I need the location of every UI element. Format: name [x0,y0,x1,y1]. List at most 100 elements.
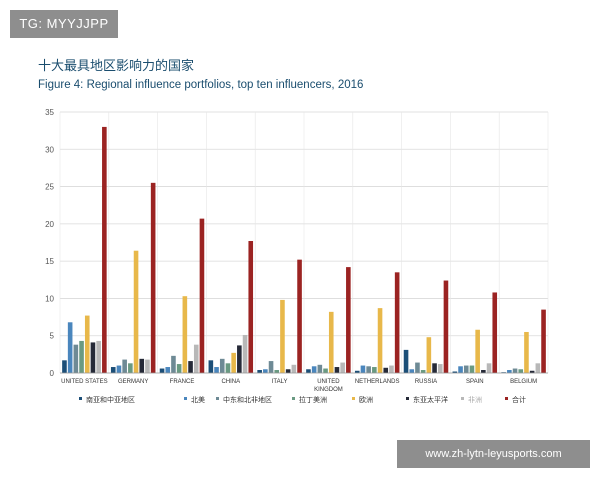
bar [285,369,291,373]
legend-swatch [216,397,219,400]
bar [463,365,469,373]
bar [188,361,193,373]
bar [426,337,432,373]
bar [432,363,437,373]
bar [409,369,415,373]
bar [231,352,236,373]
x-tick-label: CHINA [221,379,240,385]
bar [389,365,394,373]
x-tick-label: BELGIUM [510,379,537,385]
bar [242,334,248,373]
x-tick-label: GERMANY [118,379,148,385]
bar [317,364,323,373]
bar [452,371,458,373]
legend-label: 欧洲 [359,395,373,404]
bar [208,360,214,373]
legend-swatch [79,397,82,400]
bar [377,308,383,373]
bar [415,362,420,373]
bar [437,364,443,373]
legend-label: 东亚太平洋 [413,395,448,404]
website-watermark: www.zh-lytn-leyusports.com [397,440,590,468]
bar [524,331,529,373]
legend-label: 拉丁美洲 [299,395,327,404]
bar [394,272,400,373]
x-tick-label: UNITED [317,379,340,385]
x-tick-label: FRANCE [170,379,195,385]
bar [199,218,205,373]
bar [297,259,302,373]
bar [84,315,90,373]
legend-label: 中东和北非地区 [223,395,272,404]
bar [73,344,79,373]
y-tick-label: 0 [50,369,55,378]
bar [139,358,145,373]
legend-label: 合计 [512,395,526,404]
bar [529,370,535,373]
bar [145,359,150,373]
bar [354,370,360,373]
bar [225,363,231,373]
bar [383,367,389,373]
channel-tag-badge: TG: MYYJJPP [10,10,118,38]
bar [110,367,116,373]
bar [237,345,242,373]
bar [507,370,512,373]
bar [541,309,546,373]
bar [403,349,409,373]
bar [346,267,351,373]
legend-swatch [406,397,409,400]
bar [193,344,199,373]
bar [486,363,492,373]
bar [248,241,254,373]
y-tick-label: 35 [45,108,54,117]
x-tick-label: UNITED STATES [61,379,107,385]
bar [311,366,317,373]
legend-label: 北美 [191,395,205,404]
bar [340,362,345,373]
bar [90,342,96,373]
legend-swatch [352,397,355,400]
bar [122,359,127,373]
bar [128,363,133,373]
bar [492,292,498,373]
bar [291,364,297,373]
bar [323,368,328,373]
legend-swatch [292,397,295,400]
bar [171,355,176,373]
bar [306,369,311,373]
bar [116,365,122,373]
bar [328,311,334,373]
bar [535,363,541,373]
bar [518,369,524,373]
legend-label: 南亚和中亚地区 [86,395,135,404]
bar [469,365,475,373]
bar-chart: 0 5 10 15 20 25 30 35 UNITED STATES GERMANY FRANCE… [45,108,549,404]
legend-swatch [505,397,508,400]
bar [133,250,139,373]
bar [165,367,171,373]
x-tick-label: NETHERLANDS [355,379,400,385]
bar [96,340,101,373]
bar [334,367,340,373]
bar [268,361,274,373]
legend-swatch [184,397,187,400]
bar [263,369,268,373]
x-tick-label: ITALY [272,379,288,385]
bar [257,370,262,373]
bar [372,367,377,373]
bar [420,370,426,373]
bar [512,368,518,373]
chart-title: 十大最具地区影响力的国家 [38,58,195,73]
chart-container: 0 5 10 15 20 25 30 35 UNITED STATES GERMANY FRANCE… [30,100,570,420]
legend-swatch [461,397,464,400]
bar [182,296,188,373]
y-tick-label: 30 [45,145,54,154]
bar [150,182,156,373]
y-tick-label: 15 [45,257,54,266]
x-tick-label: SPAIN [466,379,484,385]
bar [219,358,225,373]
bar [481,370,486,373]
y-tick-label: 5 [50,332,55,341]
y-tick-label: 25 [45,183,54,192]
